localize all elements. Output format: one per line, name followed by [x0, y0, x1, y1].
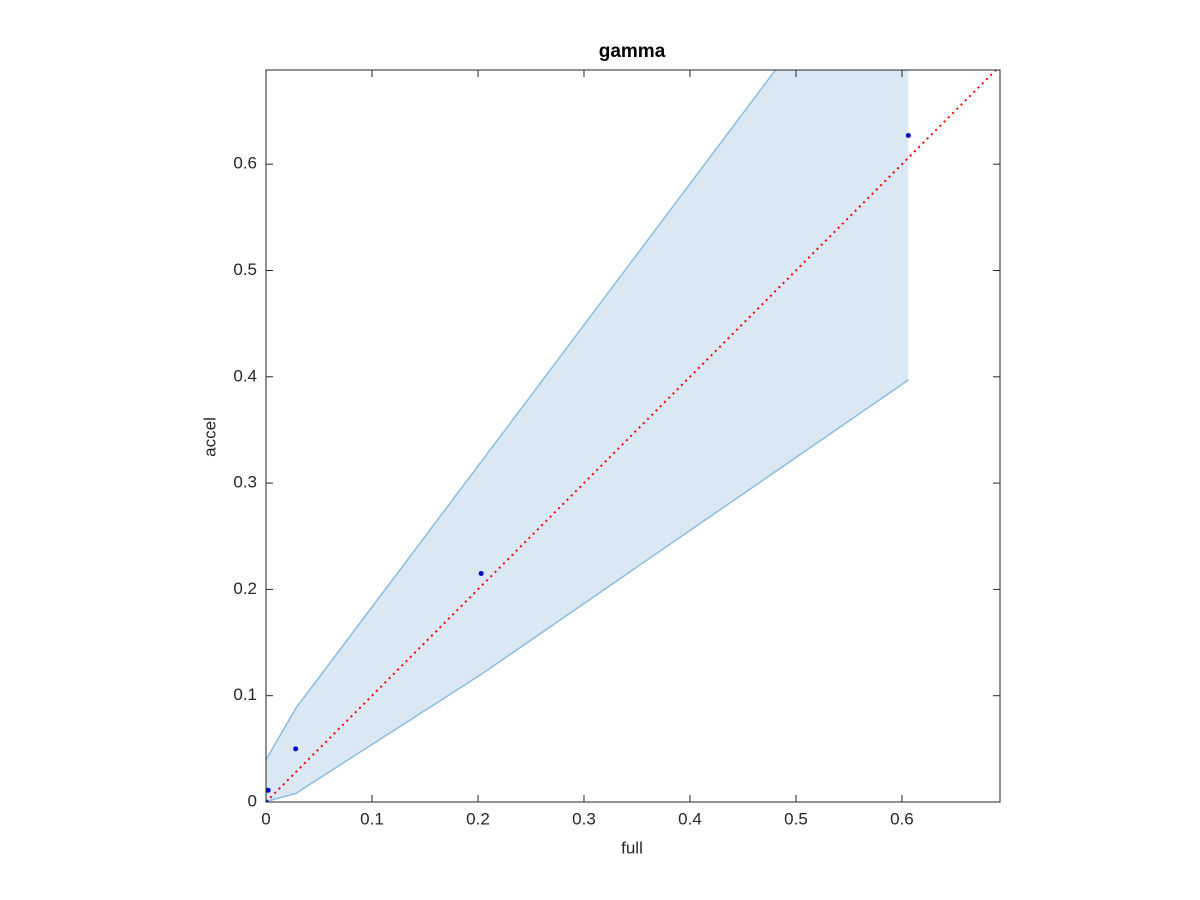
chart-title: gamma — [599, 41, 666, 62]
band-edge — [266, 70, 777, 760]
band-fill — [266, 70, 909, 802]
x-tick-label: 0.5 — [784, 809, 808, 828]
y-tick-label: 0.5 — [233, 260, 257, 279]
x-tick-label: 0.3 — [572, 809, 596, 828]
y-tick-label: 0.6 — [233, 154, 257, 173]
x-tick-label: 0.6 — [890, 809, 914, 828]
point — [266, 799, 269, 802]
diagonal-line — [266, 70, 997, 802]
y-tick-label: 0.2 — [233, 579, 257, 598]
x-tick-label: 0.2 — [466, 809, 490, 828]
point — [293, 746, 299, 752]
point — [905, 132, 911, 138]
axes-box — [265, 69, 1001, 803]
point — [266, 787, 271, 793]
plot-area — [266, 70, 997, 802]
x-tick-label: 0.4 — [678, 809, 702, 828]
y-tick-label: 0.3 — [233, 473, 257, 492]
y-tick-label: 0.4 — [233, 366, 257, 385]
y-tick-label: 0.1 — [233, 685, 257, 704]
x-axis-label: full — [621, 838, 643, 857]
y-tick-label: 0 — [248, 791, 257, 810]
point — [478, 570, 484, 576]
x-tick-label: 0.1 — [360, 809, 384, 828]
y-axis-label: accel — [200, 417, 219, 457]
x-tick-label: 0 — [261, 809, 270, 828]
